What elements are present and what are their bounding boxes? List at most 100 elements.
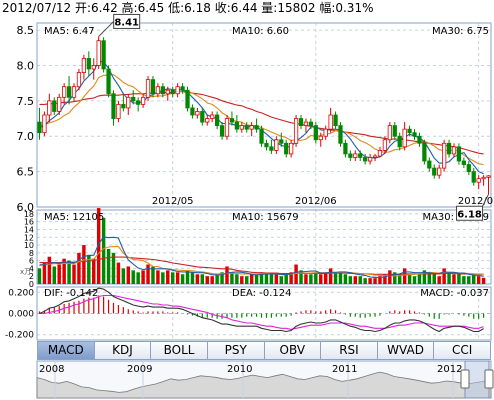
tab-kdj[interactable]: KDJ — [94, 341, 152, 360]
navigator-year-label: 2009 — [127, 364, 152, 375]
volume-bar — [402, 268, 407, 284]
candle-down — [170, 89, 175, 95]
volume-bar — [185, 270, 190, 284]
volume-y-tick-label: 8 — [29, 249, 34, 258]
candle-up — [210, 114, 215, 119]
candle-down — [101, 40, 106, 70]
volume-bar — [42, 262, 47, 284]
volume-bar — [437, 276, 441, 284]
candle-down — [446, 142, 452, 155]
volume-bar — [348, 276, 353, 284]
navigator-right-handle[interactable] — [484, 369, 494, 389]
candle-down — [214, 114, 220, 127]
indicator-tabs: MACD KDJ BOLL PSY OBV RSI WVAD CCI — [37, 341, 491, 360]
dif-line — [39, 287, 484, 333]
candle-up — [377, 149, 383, 157]
candle-down — [298, 118, 304, 127]
price-y-tick-label: 6.0 — [17, 201, 35, 214]
candle-up — [71, 86, 77, 98]
volume-bar — [289, 272, 293, 284]
volume-bar — [92, 258, 96, 284]
volume-bar — [358, 276, 362, 284]
volume-bar — [225, 266, 229, 284]
candle-down — [427, 160, 432, 169]
volume-bar — [205, 276, 209, 284]
candle-down — [392, 125, 397, 137]
navigator-left-handle[interactable] — [460, 369, 470, 389]
volume-y-tick-label: 18 — [24, 210, 34, 219]
tab-rsi[interactable]: RSI — [321, 341, 378, 360]
candle-up — [451, 146, 457, 155]
candle-down — [86, 57, 91, 70]
volume-bar — [309, 274, 313, 284]
tab-obv[interactable]: OBV — [264, 341, 322, 360]
tab-macd[interactable]: MACD — [37, 341, 95, 360]
volume-bar — [52, 266, 56, 284]
candle-down — [106, 68, 111, 95]
candle-down — [456, 146, 462, 162]
volume-bar — [476, 276, 481, 284]
candle-up — [486, 175, 491, 178]
volume-bar — [432, 274, 436, 284]
candle-down — [422, 142, 427, 162]
volume-bar — [457, 274, 461, 284]
volume-y-tick-label: 12 — [24, 233, 34, 242]
candle-up — [140, 96, 146, 105]
volume-ma5-label: MA5: 12105 — [44, 212, 104, 223]
candle-up — [274, 139, 279, 151]
navigator-panel[interactable]: 2008 2009 2010 2011 2012 — [36, 360, 494, 399]
volume-bar — [333, 272, 338, 284]
volume-bar — [121, 268, 126, 284]
candle-down — [111, 93, 116, 119]
candle-up — [382, 139, 388, 151]
candle-up — [62, 86, 67, 98]
candle-up — [402, 128, 407, 148]
max-price-label: 8.41 — [114, 17, 139, 28]
volume-bar — [314, 272, 318, 284]
price-panel-frame — [36, 22, 492, 208]
volume-bar — [294, 264, 298, 284]
candle-down — [279, 139, 284, 144]
candle-down — [397, 135, 402, 148]
navigator-year-label: 2011 — [332, 364, 357, 375]
tab-wvad[interactable]: WVAD — [377, 341, 435, 360]
tab-boll[interactable]: BOLL — [151, 341, 208, 360]
candle-up — [145, 79, 151, 98]
candle-up — [126, 96, 131, 109]
volume-ma10-label: MA10: 15679 — [232, 212, 299, 223]
price-y-tick-label: 8.5 — [17, 24, 35, 37]
max-price-connector — [98, 21, 115, 37]
date-tick-label: 2012/07 — [458, 196, 494, 207]
candle-down — [358, 153, 363, 158]
navigator-year-label: 2010 — [227, 364, 252, 375]
tab-psy[interactable]: PSY — [207, 341, 265, 360]
volume-bar — [220, 272, 224, 284]
candle-down — [234, 121, 239, 130]
volume-bar — [373, 278, 377, 284]
price-y-tick-label: 7.5 — [17, 95, 35, 108]
candle-down — [219, 125, 225, 137]
volume-bar — [472, 274, 476, 284]
volume-bar — [96, 208, 101, 284]
tab-cci[interactable]: CCI — [434, 341, 491, 360]
macd-y-tick-label: 0.200 — [8, 288, 34, 298]
volume-bar — [156, 270, 160, 284]
volume-bar — [427, 272, 432, 284]
volume-bar — [200, 274, 205, 284]
candle-up — [81, 57, 87, 73]
candle-up — [437, 167, 442, 176]
volume-bar — [111, 252, 116, 284]
header-quote-text: 2012/07/12 开:6.42 高:6.45 低:6.18 收:6.44 量… — [2, 0, 373, 15]
candle-down — [313, 125, 318, 141]
candle-up — [195, 111, 200, 116]
candle-up — [47, 100, 52, 116]
volume-bar — [417, 274, 422, 284]
volume-panel-frame — [36, 209, 492, 285]
ma10-line — [39, 74, 484, 166]
volume-bar — [447, 272, 451, 284]
candle-up — [239, 125, 244, 130]
volume-bar — [146, 264, 150, 284]
candle-up — [116, 103, 121, 119]
volume-bar — [180, 274, 185, 284]
volume-y-tick-label: 14 — [24, 225, 34, 234]
